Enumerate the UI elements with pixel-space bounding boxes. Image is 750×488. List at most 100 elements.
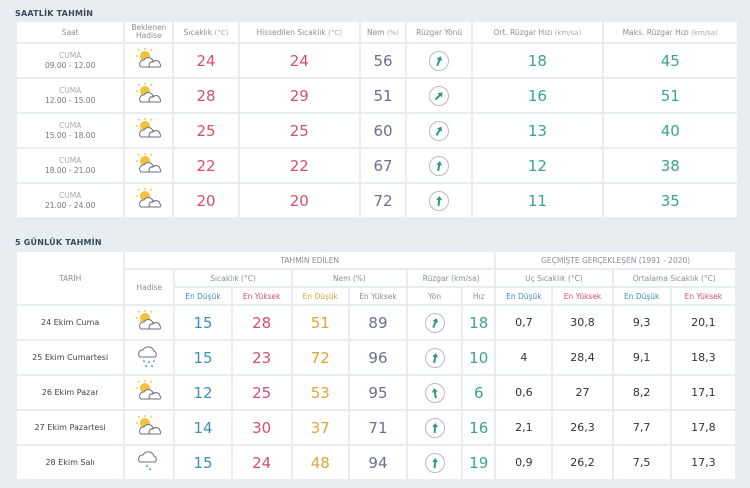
col-hadise: Hadise <box>125 270 174 304</box>
average-max: 18,3 <box>671 341 735 374</box>
max-wind-speed: 35 <box>603 184 737 217</box>
col-hadise: Beklenen Hadise <box>125 22 173 42</box>
average-min: 7,5 <box>613 446 670 479</box>
date: 27 Ekim Pazartesi <box>17 411 124 444</box>
hourly-row: CUMA 15.00 - 18.00 25 25 60 13 40 <box>17 114 737 147</box>
wind-direction <box>407 149 472 182</box>
extreme-max: 30,8 <box>553 306 612 339</box>
arrow-up-icon <box>431 318 438 328</box>
date: 26 Ekim Pazar <box>17 376 124 409</box>
humidity: 51 <box>360 79 406 112</box>
partly-cloudy-icon <box>135 82 162 102</box>
col-nem: Nem (%) <box>360 22 406 42</box>
temp-min: 12 <box>175 376 231 409</box>
humidity-max: 71 <box>349 411 407 444</box>
time-range: 12.00 - 15.00 <box>44 95 96 105</box>
wind-direction-arrow <box>424 452 445 473</box>
weather-cell <box>125 306 174 339</box>
extreme-max: 26,2 <box>553 446 612 479</box>
temperature: 24 <box>174 44 238 77</box>
col-uc-yuksek: En Yüksek <box>553 288 612 304</box>
partly-cloudy-icon <box>136 414 162 434</box>
group-tahmin: TAHMİN EDİLEN <box>125 252 495 268</box>
wind-direction-arrow <box>424 312 445 333</box>
wind-speed: 18 <box>463 306 495 339</box>
max-wind-speed: 51 <box>603 79 737 112</box>
weather-cell <box>125 376 174 409</box>
avg-wind-speed: 18 <box>473 44 602 77</box>
weather-cell <box>125 114 173 147</box>
col-uc-dusuk: En Düşük <box>496 288 552 304</box>
day-label: CUMA <box>58 190 82 200</box>
arrow-up-icon <box>436 160 443 171</box>
weather-cell <box>125 411 174 444</box>
daily-row: 24 Ekim Cuma 15 28 51 89 18 0,7 30,8 9,3… <box>17 306 735 339</box>
temp-max: 30 <box>232 411 291 444</box>
arrow-up-icon <box>436 56 443 66</box>
wind-direction-arrow <box>429 85 450 106</box>
col-yon: Rüzgar Yönü <box>407 22 472 42</box>
group-uc: Uç Sıcaklık (°C) <box>496 270 612 286</box>
humidity-min: 72 <box>292 341 348 374</box>
humidity-min: 48 <box>292 446 348 479</box>
daily-row: 28 Ekim Salı 15 24 48 94 19 0,9 26,2 7,5… <box>17 446 735 479</box>
day-label: CUMA <box>58 155 82 165</box>
temp-min: 15 <box>175 306 231 339</box>
group-gecmis: GEÇMİŞTE GERÇEKLEŞEN (1991 - 2020) <box>496 252 735 268</box>
arrow-up-icon <box>435 126 443 136</box>
feels-like: 29 <box>239 79 359 112</box>
wind-direction <box>408 341 462 374</box>
time-cell: CUMA 12.00 - 15.00 <box>17 79 124 112</box>
col-hiz: Hız <box>463 288 495 304</box>
wind-speed: 16 <box>463 411 495 444</box>
weather-cell <box>125 446 174 479</box>
wind-speed: 10 <box>463 341 495 374</box>
col-nem-dusuk: En Düşük <box>292 288 348 304</box>
max-wind-speed: 38 <box>603 149 737 182</box>
wind-direction <box>407 79 472 112</box>
time-range: 18.00 - 21.00 <box>44 165 96 175</box>
col-sic-dusuk: En Düşük <box>175 288 231 304</box>
humidity: 56 <box>360 44 406 77</box>
average-max: 17,8 <box>671 411 735 444</box>
temp-max: 28 <box>232 306 291 339</box>
col-ort: Ort. Rüzgar Hızı (km/sa) <box>473 22 602 42</box>
extreme-min: 4 <box>496 341 552 374</box>
partly-cloudy-icon <box>136 309 162 329</box>
group-sicaklik: Sıcaklık (°C) <box>175 270 291 286</box>
wind-direction <box>408 446 462 479</box>
daily-row: 27 Ekim Pazartesi 14 30 37 71 16 2,1 26,… <box>17 411 735 444</box>
col-hissedilen: Hissedilen Sıcaklık (°C) <box>239 22 359 42</box>
wind-direction-arrow <box>429 120 450 141</box>
avg-wind-speed: 11 <box>473 184 602 217</box>
col-nem-yuksek: En Yüksek <box>349 288 407 304</box>
hourly-row: CUMA 09.00 - 12.00 24 24 56 18 45 <box>17 44 737 77</box>
avg-wind-speed: 13 <box>473 114 602 147</box>
day-label: CUMA <box>58 85 82 95</box>
group-ortalama: Ortalama Sıcaklık (°C) <box>613 270 735 286</box>
arrow-up-icon <box>434 92 443 100</box>
wind-speed: 19 <box>463 446 495 479</box>
humidity-min: 37 <box>292 411 348 444</box>
partly-cloudy-icon <box>135 152 162 172</box>
wind-direction <box>407 114 472 147</box>
avg-wind-speed: 16 <box>473 79 602 112</box>
time-cell: CUMA 21.00 - 24.00 <box>17 184 124 217</box>
hourly-title: SAATLİK TAHMİN <box>15 9 94 18</box>
average-max: 17,3 <box>671 446 735 479</box>
max-wind-speed: 45 <box>603 44 737 77</box>
temperature: 22 <box>174 149 238 182</box>
arrow-up-icon <box>431 352 438 363</box>
wind-speed: 6 <box>463 376 495 409</box>
col-sic-yuksek: En Yüksek <box>232 288 291 304</box>
average-min: 7,7 <box>613 411 670 444</box>
wind-direction <box>408 411 462 444</box>
hourly-row: CUMA 21.00 - 24.00 20 20 72 11 35 <box>17 184 737 217</box>
light-rain-icon <box>138 450 158 470</box>
time-cell: CUMA 18.00 - 21.00 <box>17 149 124 182</box>
temp-min: 15 <box>175 341 231 374</box>
date: 25 Ekim Cumartesi <box>17 341 124 374</box>
extreme-min: 0,6 <box>496 376 552 409</box>
col-ort-yuksek: En Yüksek <box>671 288 735 304</box>
humidity-max: 94 <box>349 446 407 479</box>
